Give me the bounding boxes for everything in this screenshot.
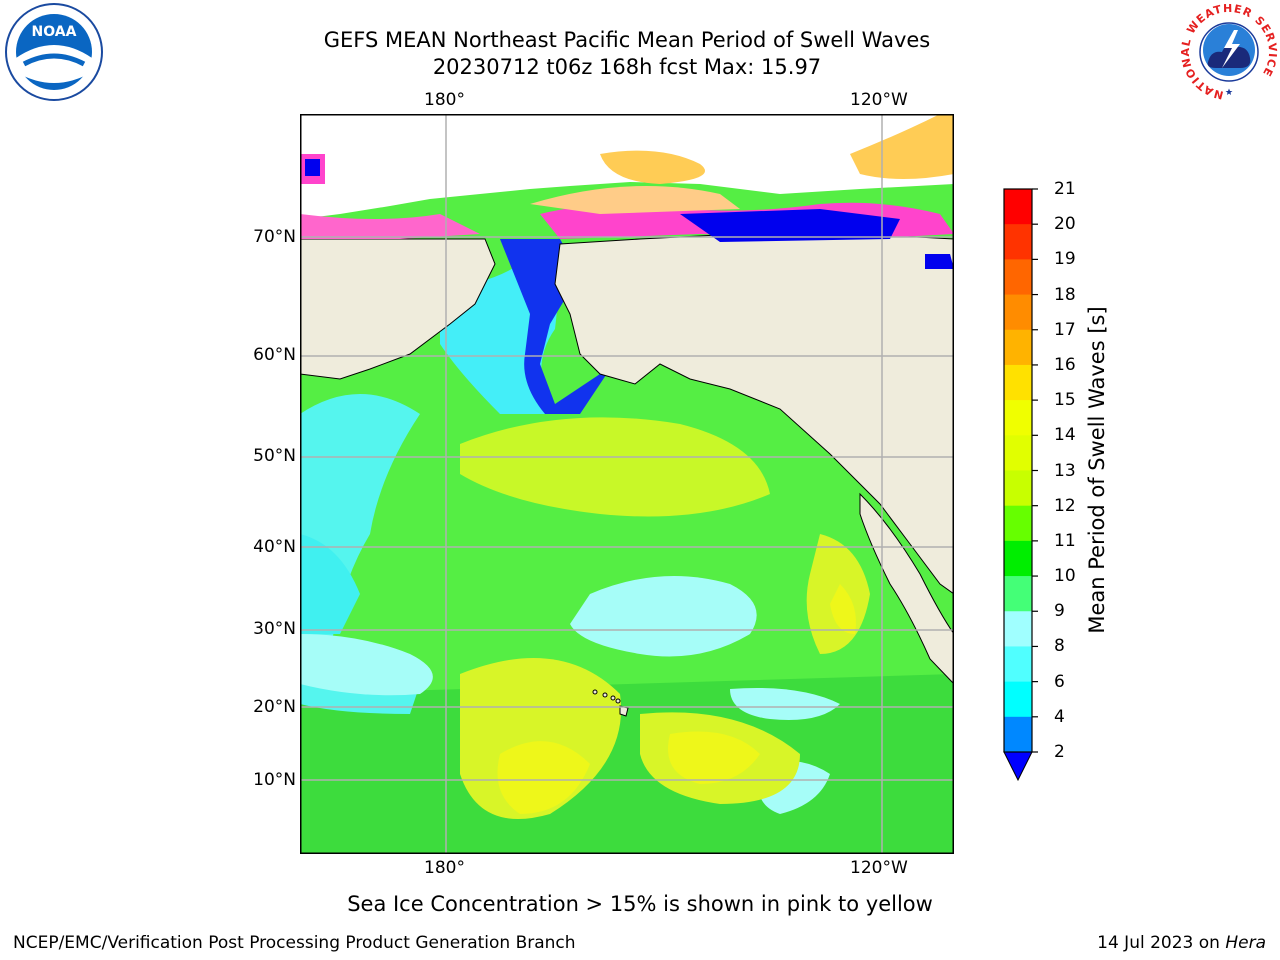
colorbar-tick-label: 13 bbox=[1054, 460, 1076, 481]
colorbar-tick-label: 15 bbox=[1054, 390, 1076, 411]
lon-label-top-180: 180° bbox=[424, 90, 465, 110]
gridlines bbox=[300, 114, 954, 854]
field-blue-ne bbox=[925, 254, 954, 269]
colorbar-frame bbox=[1003, 188, 1033, 753]
field-yellow-3 bbox=[830, 584, 856, 634]
lon-label-bottom-180: 180° bbox=[424, 858, 465, 878]
colorbar-segment bbox=[1004, 716, 1032, 753]
map-subtitle: 20230712 t06z 168h fcst Max: 15.97 bbox=[432, 55, 822, 79]
colorbar-segment bbox=[1004, 540, 1032, 577]
colorbar-under-arrow bbox=[1003, 751, 1033, 782]
colorbar-segment bbox=[1004, 224, 1032, 260]
footer-machine: Hera bbox=[1225, 933, 1266, 953]
lat-label-40n: 40°N bbox=[253, 537, 296, 557]
field-cyan-west-inner bbox=[300, 534, 360, 634]
field-blue-beaufort bbox=[680, 209, 900, 242]
nws-logo-icon: NATIONAL WEATHER SERVICE bbox=[1179, 2, 1278, 102]
field-aqua-4 bbox=[730, 688, 840, 720]
colorbar-segment bbox=[1004, 435, 1032, 471]
lon-label-bottom-120w: 120°W bbox=[850, 858, 908, 878]
noaa-logo-icon: NOAA bbox=[5, 3, 103, 101]
colorbar-tick-label: 18 bbox=[1054, 284, 1076, 305]
swell-period-map bbox=[300, 114, 954, 854]
lat-label-30n: 30°N bbox=[253, 619, 296, 639]
colorbar-tick-label: 4 bbox=[1054, 706, 1065, 727]
colorbar-label: Mean Period of Swell Waves [s] bbox=[1085, 306, 1109, 634]
colorbar-tick-label: 10 bbox=[1054, 566, 1076, 587]
colorbar-segment bbox=[1004, 364, 1032, 401]
field-blue-bering bbox=[500, 239, 610, 414]
ice-edge-west bbox=[300, 214, 480, 239]
colorbar-tick-label: 9 bbox=[1054, 601, 1065, 622]
sea-ice-note: Sea Ice Concentration > 15% is shown in … bbox=[347, 892, 933, 916]
hawaii-islands bbox=[592, 689, 629, 717]
ice-band-orange bbox=[530, 186, 740, 214]
colorbar-segment bbox=[1004, 189, 1032, 225]
noaa-logo-text: NOAA bbox=[32, 24, 77, 40]
colorbar-tick-label: 14 bbox=[1054, 425, 1076, 446]
blue-patch-nw bbox=[305, 159, 320, 176]
lon-label-top-120w: 120°W bbox=[850, 90, 908, 110]
footer-producer: NCEP/EMC/Verification Post Processing Pr… bbox=[13, 933, 576, 953]
colorbar-segment bbox=[1004, 400, 1032, 436]
footer-date-text: 14 Jul 2023 on bbox=[1097, 933, 1226, 953]
colorbar-segment bbox=[1004, 611, 1032, 647]
colorbar-tick-label: 20 bbox=[1054, 214, 1076, 235]
colorbar-tick-label: 19 bbox=[1054, 249, 1076, 270]
field-aqua-2 bbox=[570, 576, 757, 657]
colorbar-tick-label: 6 bbox=[1054, 671, 1065, 692]
colorbar-tick-label: 17 bbox=[1054, 319, 1076, 340]
colorbar-segment bbox=[1004, 505, 1032, 542]
colorbar-tick-label: 21 bbox=[1054, 179, 1076, 199]
colorbar bbox=[1003, 188, 1038, 782]
colorbar-tick-label: 8 bbox=[1054, 636, 1065, 657]
field-yellow-2 bbox=[668, 731, 760, 784]
colorbar-segment bbox=[1004, 470, 1032, 507]
colorbar-segment bbox=[1004, 294, 1032, 331]
colorbar-segment bbox=[1004, 576, 1032, 612]
lat-label-60n: 60°N bbox=[253, 345, 296, 365]
colorbar-tick-label: 11 bbox=[1054, 530, 1076, 551]
map-frame bbox=[300, 114, 954, 854]
lat-label-20n: 20°N bbox=[253, 697, 296, 717]
field-yellow-1 bbox=[497, 741, 590, 814]
map-title: GEFS MEAN Northeast Pacific Mean Period … bbox=[323, 28, 931, 52]
lat-label-10n: 10°N bbox=[253, 770, 296, 790]
colorbar-segment bbox=[1004, 329, 1032, 366]
lat-label-50n: 50°N bbox=[253, 446, 296, 466]
ice-band-ne bbox=[850, 114, 954, 179]
colorbar-tick-label: 2 bbox=[1054, 742, 1065, 762]
field-aqua-1 bbox=[300, 634, 433, 696]
colorbar-tick-label: 16 bbox=[1054, 354, 1076, 375]
colorbar-segment bbox=[1004, 646, 1032, 683]
ice-band-yellow bbox=[600, 150, 705, 184]
lat-label-70n: 70°N bbox=[253, 227, 296, 247]
colorbar-tick-label: 12 bbox=[1054, 495, 1076, 516]
colorbar-segment bbox=[1004, 259, 1032, 296]
land-baja bbox=[859, 492, 954, 685]
colorbar-segment bbox=[1004, 681, 1032, 718]
field-yellowgreen-north bbox=[460, 417, 770, 517]
footer-date: 14 Jul 2023 on Hera bbox=[1097, 932, 1266, 954]
